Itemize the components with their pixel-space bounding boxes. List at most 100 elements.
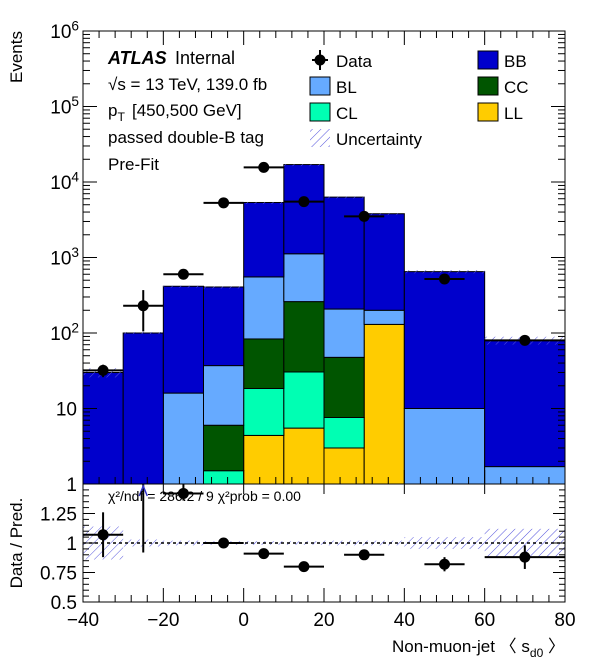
ratio-point — [298, 561, 310, 573]
legend-cl-label: CL — [336, 104, 358, 123]
bar-bb — [243, 201, 285, 278]
legend-bb-swatch — [477, 50, 499, 70]
bar-ll — [283, 427, 325, 485]
legend-bl-label: BL — [336, 78, 357, 97]
x-tick-label: 0 — [238, 610, 249, 631]
x-tick-label: 80 — [554, 610, 575, 631]
legend-bb-label: BB — [504, 52, 527, 71]
ratio-point — [97, 529, 109, 541]
y-tick-label: 104 — [50, 169, 79, 194]
bar-cl — [203, 470, 245, 485]
energy-label: √s = 13 TeV, 139.0 fb — [108, 75, 267, 94]
ratio-y-tick-label: 1.25 — [40, 505, 77, 526]
bar-bl — [363, 309, 405, 325]
bar-bb — [363, 213, 405, 311]
y-axis-title: Events — [7, 31, 26, 83]
data-point — [258, 161, 270, 173]
ratio-band-bin — [163, 540, 204, 546]
data-point — [137, 300, 149, 312]
atlas-label: ATLAS — [107, 48, 167, 68]
data-points — [83, 161, 565, 378]
data-point — [97, 364, 109, 376]
stacked-histogram — [82, 164, 566, 485]
uncertainty-bin — [283, 164, 324, 167]
internal-label: Internal — [175, 48, 235, 68]
ratio-y-axis-title: Data / Pred. — [7, 498, 26, 589]
data-point — [358, 210, 370, 222]
legend: Data BL CL Uncertainty BB CC LL — [309, 50, 529, 149]
legend-ll-label: LL — [504, 104, 523, 123]
bar-cc — [283, 301, 325, 373]
legend-cl-swatch — [309, 102, 331, 122]
x-tick-label: −40 — [67, 610, 99, 631]
bar-bb — [484, 339, 566, 468]
bar-cl — [283, 371, 325, 429]
ratio-point — [258, 548, 270, 560]
bar-bb — [82, 371, 124, 485]
ratio-point — [218, 537, 230, 549]
y-tick-label: 105 — [50, 94, 79, 119]
bar-bl — [323, 308, 365, 358]
bar-bb — [162, 285, 204, 394]
bar-cc — [323, 356, 365, 418]
legend-ll-swatch — [477, 102, 499, 122]
bar-ll — [363, 323, 405, 485]
data-point — [519, 334, 531, 346]
uncertainty-bin — [404, 270, 485, 274]
pt-range-label: [450,500 GeV] — [132, 101, 242, 120]
bar-cl — [323, 416, 365, 449]
bar-cc — [243, 338, 285, 390]
legend-data-label: Data — [336, 52, 372, 71]
legend-cc-label: CC — [504, 78, 529, 97]
bar-ll — [243, 434, 285, 485]
bar-bb — [203, 286, 245, 367]
uncertainty-bin — [123, 332, 164, 335]
x-tick-label: 40 — [394, 610, 415, 631]
y-tick-label: 106 — [50, 18, 79, 43]
data-point — [298, 196, 310, 208]
bar-bl — [283, 253, 325, 303]
uncertainty-bin — [364, 213, 405, 216]
ratio-point — [439, 558, 450, 570]
chi2-label: χ²/ndf = 286.2 / 9 χ²prob = 0.00 — [108, 488, 301, 504]
x-tick-label: 60 — [474, 610, 495, 631]
ratio-panel-frame: 0.5 0.75 1 1.25 −40 −20 0 20 40 60 80 χ²/ndf = 286.… — [40, 483, 576, 631]
ratio-uncertainty-band — [83, 526, 565, 560]
bar-ll — [323, 447, 365, 485]
tag-label: passed double-B tag — [108, 128, 264, 147]
data-point — [218, 197, 230, 209]
legend-data-marker — [314, 54, 326, 66]
ratio-band-bin — [324, 540, 365, 546]
axis-labels: Events Data / Pred. Non-muon-jet 〈 sd0 〉 — [7, 31, 565, 660]
ratio-band-bin — [283, 541, 324, 545]
y-tick-label: 10 — [56, 400, 77, 421]
bar-bb — [323, 196, 365, 310]
ratio-point — [177, 487, 189, 499]
bar-bb — [403, 271, 486, 409]
bar-bl — [403, 408, 486, 485]
uncertainty-bin — [324, 196, 365, 199]
legend-cc-swatch — [477, 76, 499, 96]
pt-label: pT — [108, 101, 125, 124]
data-point — [177, 268, 189, 280]
bar-bl — [203, 365, 245, 426]
ratio-points — [83, 483, 565, 573]
atlas-annotation: ATLAS Internal √s = 13 TeV, 139.0 fb pT [450… — [107, 48, 267, 174]
ratio-point — [358, 549, 370, 561]
uncertainty-bin — [163, 285, 204, 288]
legend-uncertainty-swatch — [310, 129, 330, 147]
uncertainty-bin — [243, 202, 284, 205]
ratio-point — [519, 551, 531, 563]
y-tick-label: 1 — [66, 475, 77, 496]
ratio-y-tick-label: 1 — [66, 534, 77, 555]
bar-bl — [243, 276, 285, 340]
ratio-y-tick-label: 0.5 — [51, 593, 77, 614]
bar-cl — [243, 388, 285, 436]
bar-bl — [162, 392, 204, 485]
y-tick-label: 102 — [50, 320, 79, 345]
x-tick-label: 20 — [313, 610, 334, 631]
legend-bl-swatch — [309, 76, 331, 96]
data-point — [439, 273, 450, 285]
ratio-overflow-arrow — [138, 483, 148, 497]
